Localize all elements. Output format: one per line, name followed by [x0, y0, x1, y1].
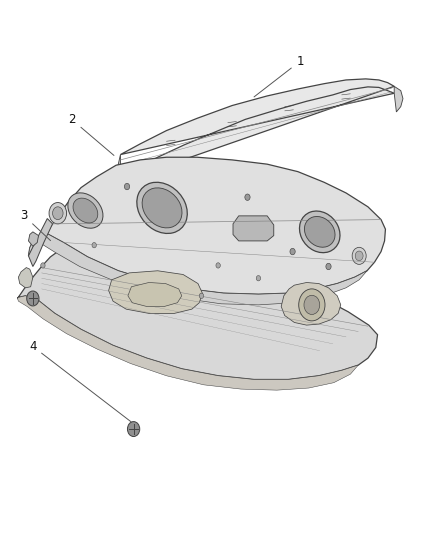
- Polygon shape: [394, 86, 403, 112]
- Circle shape: [27, 291, 39, 306]
- Polygon shape: [18, 296, 358, 390]
- Polygon shape: [28, 219, 53, 266]
- Text: 1: 1: [254, 55, 304, 97]
- Circle shape: [245, 194, 250, 200]
- Circle shape: [304, 295, 320, 314]
- Polygon shape: [104, 155, 121, 201]
- Circle shape: [290, 248, 295, 255]
- Polygon shape: [28, 232, 39, 246]
- Polygon shape: [128, 282, 182, 306]
- Polygon shape: [109, 271, 202, 313]
- Circle shape: [127, 422, 140, 437]
- Circle shape: [92, 243, 96, 248]
- Circle shape: [355, 251, 363, 261]
- Circle shape: [352, 247, 366, 264]
- Ellipse shape: [142, 188, 182, 228]
- Polygon shape: [18, 268, 33, 288]
- Ellipse shape: [73, 198, 98, 223]
- Ellipse shape: [304, 216, 335, 247]
- Circle shape: [49, 203, 67, 224]
- Polygon shape: [233, 216, 274, 241]
- Polygon shape: [114, 79, 394, 184]
- Polygon shape: [18, 233, 378, 379]
- Circle shape: [124, 183, 130, 190]
- Text: 3: 3: [21, 209, 50, 240]
- Text: 2: 2: [68, 114, 114, 156]
- Polygon shape: [281, 282, 341, 325]
- Ellipse shape: [137, 182, 187, 233]
- Polygon shape: [28, 232, 367, 305]
- Ellipse shape: [68, 193, 103, 228]
- Polygon shape: [28, 157, 385, 294]
- Circle shape: [326, 263, 331, 270]
- Ellipse shape: [300, 211, 340, 253]
- Circle shape: [41, 263, 45, 268]
- Circle shape: [216, 263, 220, 268]
- Circle shape: [53, 207, 63, 220]
- Circle shape: [199, 293, 204, 298]
- Circle shape: [256, 276, 261, 281]
- Circle shape: [299, 289, 325, 321]
- Text: 4: 4: [29, 340, 131, 422]
